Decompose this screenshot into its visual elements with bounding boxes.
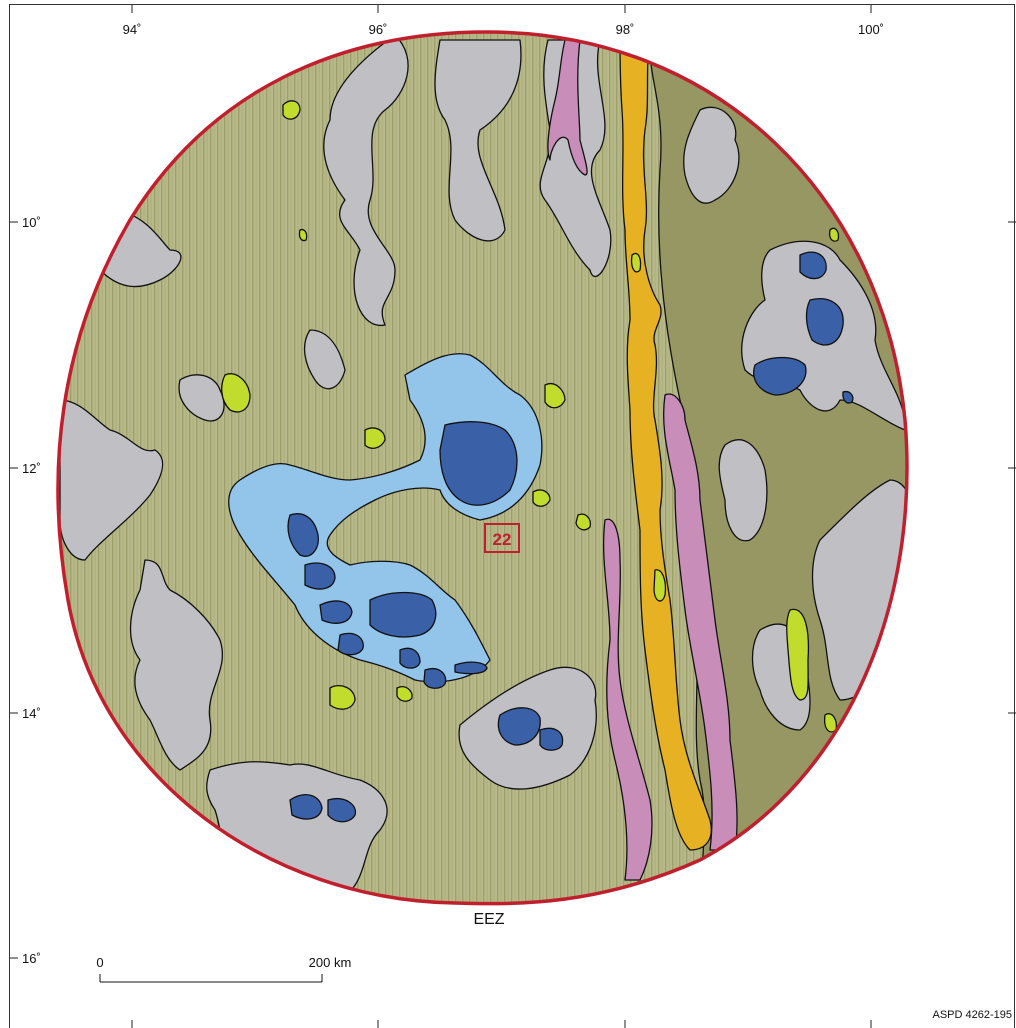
latitude-tick-10: 10˚: [22, 215, 41, 230]
scale-bar-start: 0: [96, 955, 103, 970]
dark-blue-unit-15: [805, 298, 844, 346]
longitude-tick-96: 96˚: [369, 22, 388, 37]
longitude-tick-94: 94˚: [123, 22, 142, 37]
orange-unit: [619, 39, 712, 851]
grey-unit-central: [303, 329, 346, 390]
lime-unit-4: [544, 383, 566, 409]
dark-blue-unit-9: [454, 661, 488, 675]
grey-unit-east-3: [683, 106, 740, 204]
longitude-tick-98: 98˚: [616, 22, 635, 37]
grey-unit-north: [323, 34, 409, 326]
latitude-tick-16: 16˚: [22, 951, 41, 966]
dark-blue-unit-11: [539, 727, 564, 751]
dark-blue-unit-17: [842, 390, 854, 404]
lime-unit-1: [282, 100, 301, 120]
grey-unit-central-2: [178, 374, 225, 422]
lime-unit-10: [786, 608, 810, 701]
dark-blue-unit-14: [799, 251, 827, 280]
dark-blue-unit-10: [497, 707, 541, 746]
lime-unit-7: [329, 685, 356, 710]
map-border: [9, 4, 1015, 1028]
credit-label: ASPD 4262-195: [933, 1009, 1013, 1021]
eez-label: EEZ: [473, 911, 504, 928]
dark-blue-unit-5: [369, 591, 437, 638]
lime-unit-13: [653, 569, 667, 602]
grey-unit-west: [59, 399, 164, 561]
graticule-ticks: [10, 5, 1016, 1028]
lime-unit-2: [221, 373, 251, 413]
dark-blue-unit-4: [319, 600, 353, 624]
lime-unit-11: [828, 227, 840, 242]
pink-unit-east: [662, 393, 738, 851]
lime-unit-9: [298, 228, 308, 242]
eez-area: [57, 32, 907, 904]
area-number: 22: [493, 530, 512, 549]
scale-bar: 0 200 km: [96, 955, 352, 983]
dark-blue-unit-1: [439, 421, 518, 506]
dark-blue-unit-2: [287, 513, 319, 557]
eez-boundary: [56, 30, 909, 906]
dark-blue-unit-16: [753, 356, 807, 396]
grey-unit-east-4: [718, 439, 768, 542]
area-number-box: [484, 523, 520, 553]
dark-blue-unit-12: [289, 794, 323, 820]
lime-unit-8: [396, 686, 413, 702]
latitude-tick-14: 14˚: [22, 706, 41, 721]
lime-unit-6: [575, 513, 591, 531]
pink-unit-north: [547, 39, 588, 176]
grey-unit-north-2: [434, 39, 522, 242]
latitude-tick-12: 12˚: [22, 461, 41, 476]
lime-unit-5: [532, 489, 551, 507]
longitude-tick-100: 100˚: [858, 22, 884, 37]
dark-blue-unit-8: [423, 668, 447, 689]
dark-blue-unit-3: [304, 562, 336, 590]
lime-unit-12: [630, 252, 642, 273]
lime-unit-3: [364, 427, 386, 449]
dark-blue-unit-13: [327, 798, 357, 823]
pink-unit-central: [602, 518, 653, 881]
grey-unit-southwest: [129, 559, 223, 771]
scale-bar-end: 200 km: [309, 955, 352, 970]
dark-blue-unit-6: [337, 632, 364, 656]
dark-blue-unit-7: [399, 647, 421, 669]
